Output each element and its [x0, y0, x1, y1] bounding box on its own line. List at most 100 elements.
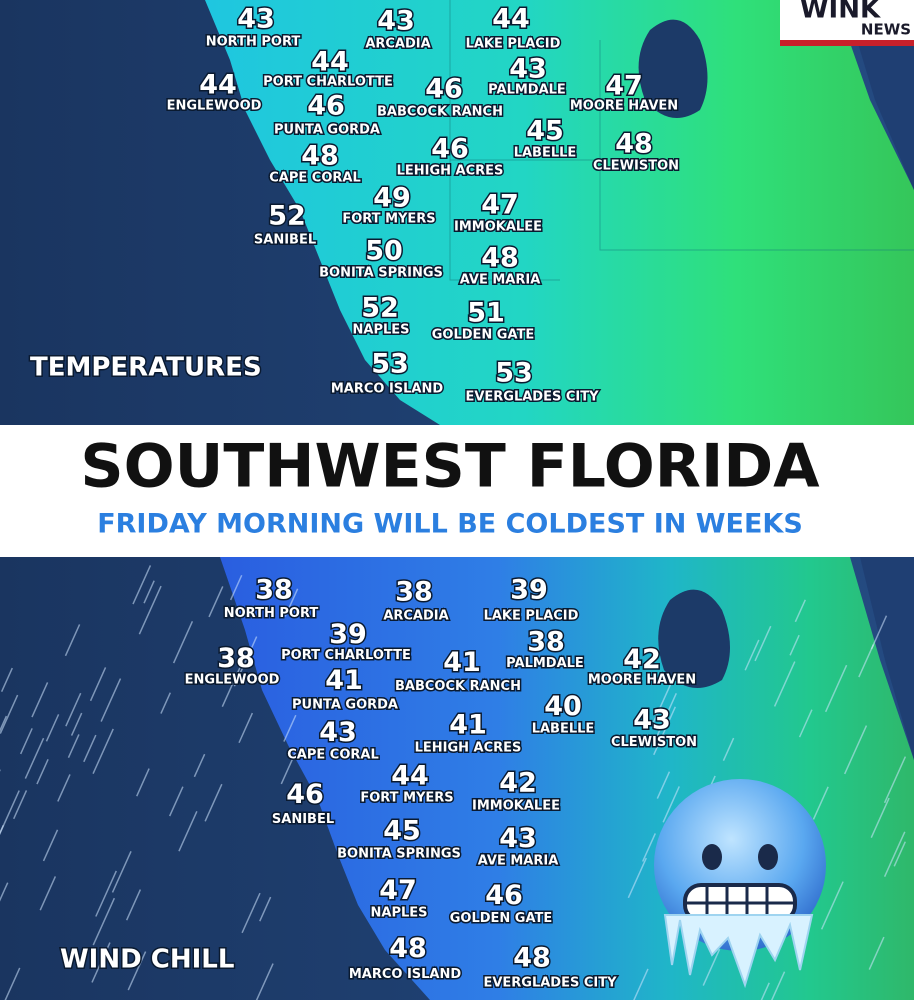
city-value: 44 [391, 760, 429, 791]
wind-streak [172, 620, 194, 664]
city-name: NAPLES [371, 906, 428, 921]
city-value: 48 [481, 243, 519, 274]
wind-streak [868, 936, 885, 970]
city-value: 40 [544, 691, 582, 722]
city-name: LAKE PLACID [466, 37, 561, 52]
wind-streak [45, 714, 60, 742]
city-value: 48 [389, 933, 427, 964]
wind-streak [812, 786, 829, 820]
wind-streak [794, 599, 806, 623]
city-name: PALMDALE [488, 83, 566, 98]
city-value: 43 [319, 717, 357, 748]
atlantic [845, 0, 914, 190]
wind-streak [651, 676, 675, 727]
wind-streak [92, 728, 114, 774]
wind-streak [798, 709, 813, 738]
city-value: 38 [527, 626, 565, 657]
city-name: LAKE PLACID [484, 608, 579, 623]
wind-streak [280, 748, 298, 785]
city-value: 45 [526, 116, 564, 147]
wind-streak [193, 753, 206, 778]
wind-streak [24, 737, 45, 779]
wind-streak [204, 783, 223, 822]
city-name: ARCADIA [365, 37, 430, 52]
wind-streak [127, 951, 147, 991]
city-value: 43 [377, 6, 415, 37]
wind-streak [136, 768, 150, 797]
wind-streak [824, 664, 848, 713]
city-name: MARCO ISLAND [349, 967, 462, 982]
city-value: 39 [329, 619, 367, 650]
city-value: 43 [633, 704, 671, 735]
city-name: AVE MARIA [478, 854, 559, 869]
wind-streak [208, 586, 224, 618]
city-name: ARCADIA [383, 608, 448, 623]
banner [0, 425, 914, 557]
atlantic [860, 557, 914, 760]
city-value: 38 [255, 574, 293, 605]
city-value: 53 [371, 349, 409, 380]
wind-streak [754, 625, 772, 662]
city-value: 52 [268, 201, 306, 232]
city-value: 41 [443, 647, 481, 678]
city-value: 48 [513, 942, 551, 973]
wind-streak [132, 565, 152, 605]
city-name: CAPE CORAL [269, 171, 360, 186]
city-value: 41 [449, 710, 487, 741]
wind-streak [662, 786, 680, 823]
city-name: LABELLE [514, 146, 577, 161]
city-name: PUNTA GORDA [292, 698, 398, 713]
wind-streak [89, 667, 107, 702]
wind-streak [883, 756, 907, 804]
wind-streak [39, 876, 57, 911]
wind-streak [125, 889, 142, 921]
city-name: SANIBEL [272, 812, 334, 827]
city-value: 46 [425, 74, 463, 105]
city-name: MARCO ISLAND [331, 382, 444, 397]
lake-okeechobee [658, 589, 730, 688]
city-name: EVERGLADES CITY [465, 390, 599, 405]
city-value: 41 [325, 665, 363, 696]
city-name: GOLDEN GATE [432, 328, 535, 343]
wind-streak [641, 833, 656, 862]
wind-streak [654, 692, 677, 741]
wind-streak [760, 982, 770, 1000]
city-name: BABCOCK RANCH [395, 679, 521, 694]
city-value: 50 [365, 236, 403, 267]
wind-streak [168, 786, 184, 817]
city-name: NAPLES [353, 323, 410, 338]
city-value: 46 [485, 880, 523, 911]
wind-streak [744, 639, 760, 671]
city-value: 47 [605, 71, 643, 102]
city-name: AVE MARIA [460, 273, 541, 288]
wind-streak [91, 942, 111, 983]
city-value: 46 [431, 134, 469, 165]
city-value: 39 [510, 574, 548, 605]
wind-streak [238, 712, 254, 744]
city-name: PUNTA GORDA [274, 123, 380, 138]
city-name: IMMOKALEE [472, 799, 560, 814]
city-value: 44 [311, 47, 349, 78]
city-name: NORTH PORT [224, 606, 319, 621]
city-value: 44 [199, 70, 237, 101]
wind-streak [138, 585, 162, 635]
wind-streak [36, 759, 49, 785]
wind-streak [67, 734, 80, 759]
wind-streak [57, 774, 71, 802]
wind-streak [883, 831, 906, 877]
cold-face-emoji [654, 779, 826, 989]
wind-streak [858, 644, 875, 678]
wind-streak [65, 692, 82, 727]
wind-streak [633, 968, 649, 1000]
wind-streak [31, 682, 49, 718]
wind-streak [789, 634, 800, 656]
city-name: FORT MYERS [360, 790, 453, 805]
map-label: WIND CHILL [60, 945, 234, 975]
logo-wink: WINK [800, 0, 881, 25]
city-value: 47 [481, 190, 519, 221]
city-value: 44 [492, 4, 530, 35]
city-value: 38 [395, 576, 433, 607]
city-value: 42 [623, 644, 661, 675]
